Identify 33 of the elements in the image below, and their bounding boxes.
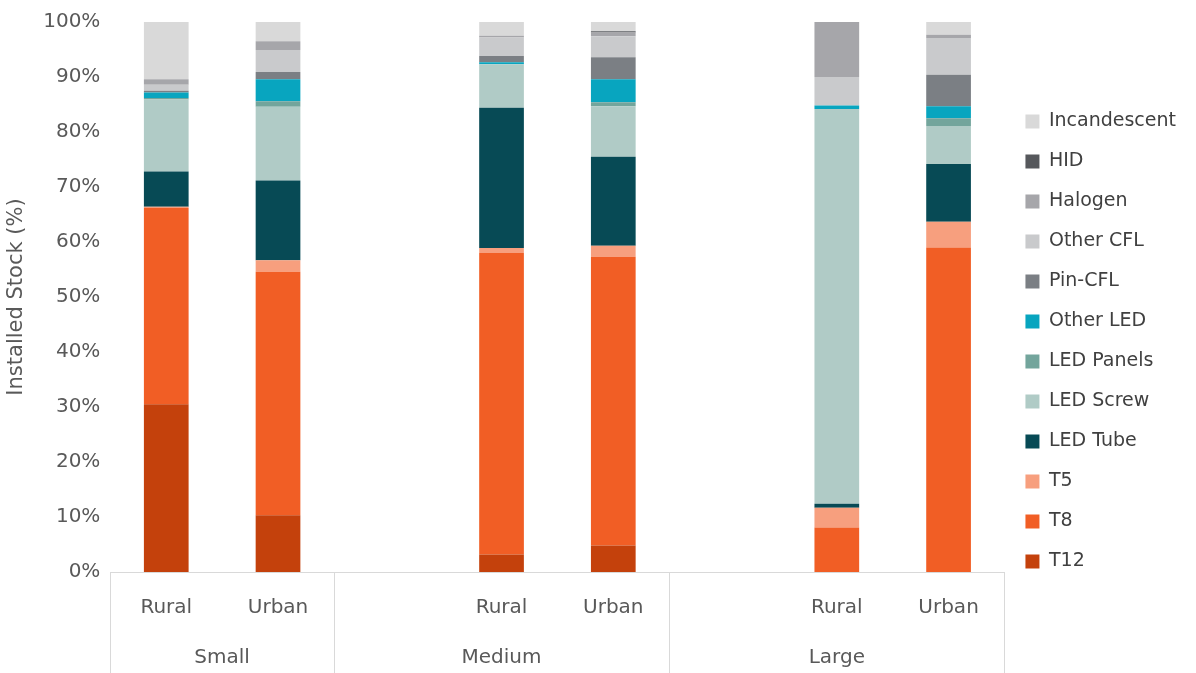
y-tick-label: 60% <box>55 228 101 253</box>
legend-label: HID <box>1048 148 1084 171</box>
y-tick-label: 0% <box>68 558 101 583</box>
y-tick-label: 90% <box>55 63 101 88</box>
y-tick-label: 70% <box>55 173 101 198</box>
legend-label: Pin-CFL <box>1048 268 1120 291</box>
x-tick-label: Rural <box>810 594 863 619</box>
y-tick-label: 80% <box>55 118 101 143</box>
text: Large <box>808 644 865 669</box>
legend-label: Other LED <box>1048 308 1147 331</box>
legend-label: T5 <box>1047 468 1073 491</box>
y-tick-label: 30% <box>55 393 101 418</box>
legend-label: LED Panels <box>1048 348 1154 371</box>
text: Medium <box>461 644 542 669</box>
legend-label: Halogen <box>1048 188 1128 211</box>
legend-label: LED Tube <box>1048 428 1137 451</box>
y-axis-title: Installed Stock (%) <box>3 198 28 396</box>
x-tick-label: Urban <box>918 594 979 619</box>
legend-label: Incandescent <box>1048 108 1177 131</box>
x-tick-label: Rural <box>475 594 528 619</box>
legend-label: T12 <box>1047 548 1085 571</box>
x-tick-label: Urban <box>247 594 309 619</box>
x-tick-label: Urban <box>583 594 644 619</box>
x-tick-label: Rural <box>140 594 193 619</box>
y-tick-label: 10% <box>55 503 101 528</box>
y-tick-label: 50% <box>55 283 101 308</box>
legend-label: Other CFL <box>1048 228 1145 251</box>
y-tick-label: 40% <box>55 338 101 363</box>
legend-label: T8 <box>1047 508 1073 531</box>
y-tick-label: 100% <box>43 8 101 33</box>
y-tick-label: 20% <box>55 448 101 473</box>
text: Small <box>194 644 250 669</box>
legend-label: LED Screw <box>1048 388 1150 411</box>
